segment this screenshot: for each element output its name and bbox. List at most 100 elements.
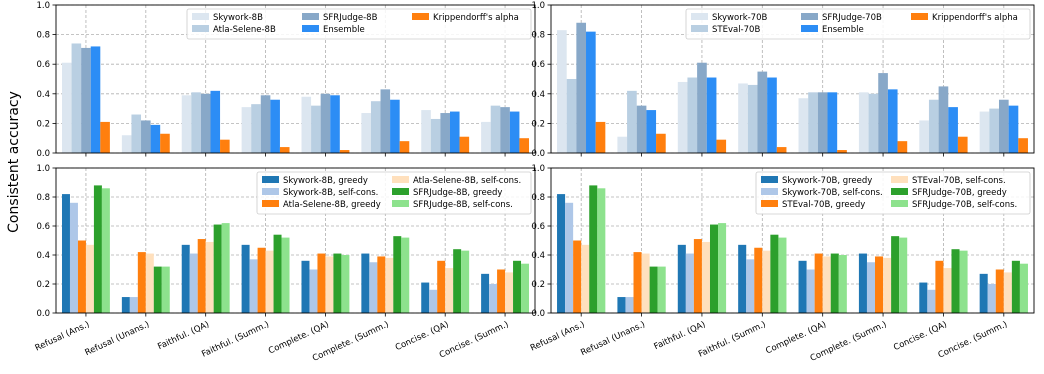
y-tick-label: 0.4 — [531, 90, 545, 100]
y-tick-label: 1.0 — [36, 1, 50, 11]
y-axis-label: Consistent accuracy — [6, 91, 22, 233]
legend-box — [186, 8, 532, 40]
chart-panel-bottom-left: 0.0 0.2 0.4 0.6 0.8 1.0 Refusal (Ans.)Refusal … — [34, 164, 536, 364]
legend-swatch — [412, 13, 429, 20]
bar — [200, 93, 211, 153]
legend-box — [685, 8, 1031, 40]
bar — [129, 297, 138, 313]
bar — [883, 257, 892, 313]
bar — [257, 247, 266, 313]
bar — [1003, 272, 1012, 313]
bar — [220, 139, 230, 153]
bar — [878, 73, 888, 153]
bar — [822, 256, 831, 313]
bar — [754, 247, 763, 313]
bar — [979, 111, 990, 153]
bar — [747, 84, 758, 153]
bar — [767, 77, 777, 153]
bar — [798, 98, 809, 153]
bar — [279, 147, 290, 153]
bar — [251, 104, 261, 153]
bar — [1018, 138, 1028, 153]
legend-swatch — [691, 13, 708, 20]
bar — [141, 120, 151, 153]
bar — [830, 253, 839, 313]
bar — [385, 257, 394, 313]
y-tick-label: 0.8 — [531, 31, 545, 41]
plot-frame — [55, 167, 536, 314]
y-tick-label: 0.6 — [531, 60, 545, 70]
bar — [333, 253, 342, 313]
bar — [341, 255, 350, 313]
plot-frame — [55, 4, 536, 154]
bar — [90, 46, 101, 153]
bar — [706, 77, 717, 153]
bar — [1008, 105, 1019, 153]
bar — [273, 234, 282, 313]
bar — [361, 113, 371, 153]
bar — [265, 250, 274, 313]
y-tick-label: 0.0 — [531, 309, 545, 319]
bar — [959, 250, 968, 313]
bar — [370, 101, 381, 153]
bar — [875, 256, 884, 313]
bar — [270, 99, 280, 153]
plot-frame — [550, 167, 1035, 314]
bar — [617, 136, 628, 153]
bar — [935, 260, 944, 313]
bar — [210, 90, 221, 153]
legend-swatch — [891, 188, 908, 195]
bar — [509, 111, 520, 153]
bar — [490, 105, 501, 153]
y-tick-label: 0.8 — [36, 193, 50, 203]
legend-swatch — [262, 200, 279, 207]
legend-label: Skywork-8B, self-cons. — [283, 188, 378, 198]
bar — [325, 256, 334, 313]
x-tick-label: Refusal (Unans.) — [84, 320, 151, 359]
x-tick-label: Faithful. (QA) — [653, 320, 708, 353]
bar — [311, 105, 321, 153]
y-tick-label: 0.0 — [36, 309, 50, 319]
legend-label: Ensemble — [822, 25, 864, 35]
legend-swatch — [761, 176, 778, 183]
bar — [693, 239, 702, 313]
bar — [249, 259, 258, 313]
bar — [301, 96, 312, 153]
legend-label: STEval-70B, self-cons. — [912, 176, 1006, 186]
bar — [776, 147, 787, 153]
bar — [505, 272, 514, 313]
bar — [521, 263, 530, 313]
bar — [943, 268, 952, 313]
bar — [814, 253, 823, 313]
bar — [573, 240, 582, 313]
legend-swatch — [192, 25, 209, 32]
bar — [361, 253, 370, 313]
x-tick-label: Faithful. (Summ.) — [697, 320, 768, 360]
chart-panel-top-left: 0.0 0.2 0.4 0.6 0.8 1.0 Skywork-8B Atla-Selene-… — [36, 1, 536, 159]
bar — [770, 234, 779, 313]
bar — [995, 269, 1004, 313]
bar — [421, 282, 430, 313]
legend-swatch — [262, 188, 279, 195]
bar — [481, 121, 491, 153]
legend-label: SFRJudge-70B, self-cons. — [912, 200, 1017, 210]
legend-swatch — [302, 25, 319, 32]
bar — [746, 259, 755, 313]
bar — [241, 107, 252, 153]
legend-swatch — [911, 13, 928, 20]
legend: Skywork-70B, greedy Skywork-70B, self-con… — [755, 171, 1031, 215]
bar — [589, 185, 598, 313]
bar — [979, 273, 988, 313]
bar — [69, 202, 78, 313]
bar — [1019, 263, 1028, 313]
bar — [301, 260, 310, 313]
y-tick-label: 1.0 — [531, 164, 545, 174]
bar — [150, 124, 161, 153]
bar — [798, 260, 807, 313]
x-tick-label: Faithful. (Summ.) — [200, 320, 271, 360]
y-tick-label: 1.0 — [36, 164, 50, 174]
legend-label: SFRJudge-70B, greedy — [912, 188, 1007, 198]
x-tick-label: Refusal (Ans.) — [529, 320, 587, 354]
bar — [827, 92, 838, 153]
